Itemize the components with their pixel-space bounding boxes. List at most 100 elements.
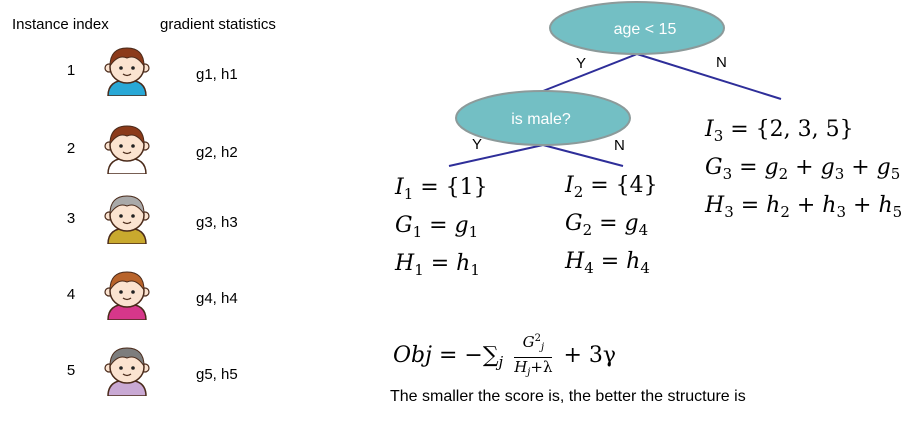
root-node <box>549 1 725 55</box>
instance-index: 5 <box>66 362 76 379</box>
edge-child-yes <box>448 144 544 167</box>
fraction: G2j Hj+λ <box>514 330 553 382</box>
gradient-stats: g1, h1 <box>196 66 238 83</box>
edge-child-no <box>542 144 624 167</box>
gradient-stats: g3, h3 <box>196 214 238 231</box>
avatar-girl-icon <box>104 271 150 320</box>
numerator: G <box>522 333 535 351</box>
math-text: = {4} <box>583 173 658 198</box>
instance-index: 3 <box>66 210 76 227</box>
math-subscript: 3 <box>836 203 847 221</box>
math-subscript: 1 <box>470 261 480 279</box>
math-text: = <box>593 249 627 274</box>
math-subscript: 3 <box>722 165 733 183</box>
math-subscript: 2 <box>573 183 584 201</box>
math-symbol: h <box>766 193 781 218</box>
math-subscript: 2 <box>780 203 790 221</box>
gradient-statistics-header: gradient statistics <box>160 16 276 33</box>
math-subscript: 4 <box>640 259 650 277</box>
math-symbol: g <box>876 155 891 180</box>
numerator-index: j <box>540 342 545 353</box>
obj-symbol: Obj <box>393 343 432 368</box>
numerator-power: 2 <box>534 333 541 344</box>
math-text: = <box>733 193 767 218</box>
math-subscript: 4 <box>584 259 594 277</box>
math-symbol: G <box>565 211 583 236</box>
math-text: + <box>788 155 821 180</box>
math-subscript: 4 <box>638 221 649 239</box>
gradient-stats: g5, h5 <box>196 366 238 383</box>
leaf-equation: H1 = h1 <box>395 248 488 286</box>
math-subscript: 3 <box>724 203 734 221</box>
math-symbol: h <box>822 193 837 218</box>
avatar-grandpa-icon <box>104 195 150 244</box>
is-male-node-label: is male? <box>511 111 571 128</box>
math-symbol: g <box>820 155 835 180</box>
math-symbol: h <box>878 193 893 218</box>
equals-minus: = − <box>431 343 483 368</box>
math-symbol: g <box>764 155 779 180</box>
avatar-grandma-icon <box>104 347 150 396</box>
math-text: + <box>789 193 823 218</box>
denominator-index: j <box>527 367 531 378</box>
leaf-equation: G2 = g4 <box>565 208 658 246</box>
denominator-rest: +λ <box>530 358 553 376</box>
leaf-equation: G3 = g2 + g3 + g5 <box>705 152 902 190</box>
leaf-equation: I2 = {4} <box>565 170 658 208</box>
objective-formula: Obj = −∑j G2j Hj+λ + 3γ <box>393 330 616 382</box>
edge-root-no <box>636 53 782 100</box>
math-subscript: 1 <box>412 223 423 241</box>
math-subscript: 5 <box>892 203 903 221</box>
math-symbol: g <box>624 211 639 236</box>
math-symbol: h <box>456 251 471 276</box>
math-symbol: I <box>395 175 404 200</box>
gradient-stats: g2, h2 <box>196 144 238 161</box>
sum-symbol: ∑ <box>482 343 499 368</box>
math-symbol: G <box>705 155 723 180</box>
leaf-1: I1 = {1} G1 = g1 H1 = h1 <box>395 172 488 286</box>
gradient-stats: g4, h4 <box>196 290 238 307</box>
caption: The smaller the score is, the better the… <box>390 388 746 405</box>
sum-index: j <box>498 353 504 371</box>
instance-index: 1 <box>66 62 76 79</box>
math-subscript: 3 <box>834 165 845 183</box>
leaf-equation: H4 = h4 <box>565 246 658 284</box>
math-symbol: g <box>454 213 469 238</box>
edge-root-yes <box>542 53 638 92</box>
math-text: + <box>844 155 877 180</box>
root-no-label: N <box>716 54 727 71</box>
avatar-boy-icon <box>104 47 150 96</box>
math-subscript: 2 <box>778 165 789 183</box>
math-subscript: 1 <box>468 223 479 241</box>
instance-index: 4 <box>66 286 76 303</box>
is-male-node <box>455 90 631 146</box>
math-symbol: H <box>395 251 415 276</box>
denominator: H <box>514 358 528 376</box>
leaf-3: I3 = {2, 3, 5} G3 = g2 + g3 + g5 H3 = h2 +… <box>705 114 902 228</box>
math-text: = {1} <box>413 175 488 200</box>
leaf-equation: G1 = g1 <box>395 210 488 248</box>
math-text: = <box>423 251 457 276</box>
math-subscript: 5 <box>890 165 901 183</box>
leaf-equation: I1 = {1} <box>395 172 488 210</box>
instance-index: 2 <box>66 140 76 157</box>
child-yes-label: Y <box>472 136 483 153</box>
math-symbol: h <box>626 249 641 274</box>
avatar-mother-icon <box>104 125 150 174</box>
leaf-equation: H3 = h2 + h3 + h5 <box>705 190 902 228</box>
math-text: = <box>732 155 765 180</box>
math-text: = <box>422 213 455 238</box>
math-symbol: H <box>705 193 725 218</box>
root-yes-label: Y <box>576 55 587 72</box>
math-subscript: 1 <box>403 185 414 203</box>
math-symbol: I <box>565 173 574 198</box>
leaf-2: I2 = {4} G2 = g4 H4 = h4 <box>565 170 658 284</box>
gamma-term: + 3γ <box>563 343 617 368</box>
math-symbol: G <box>395 213 413 238</box>
math-symbol: H <box>565 249 585 274</box>
math-subscript: 1 <box>414 261 424 279</box>
child-no-label: N <box>614 137 625 154</box>
math-text: = {2, 3, 5} <box>723 117 854 142</box>
math-subscript: 2 <box>582 221 593 239</box>
